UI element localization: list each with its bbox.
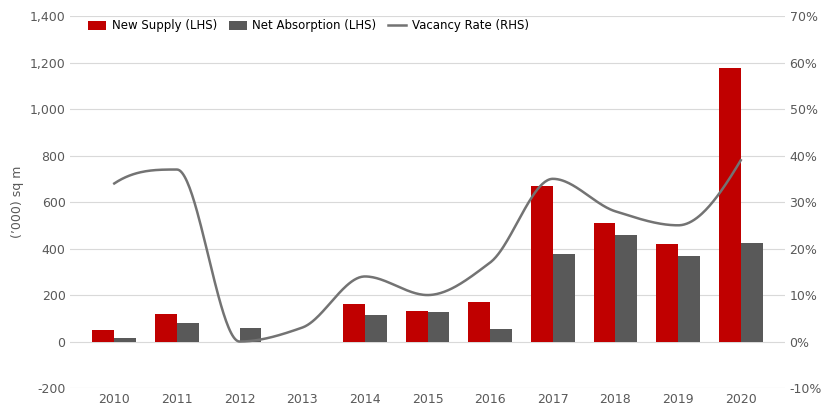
Y-axis label: (’000) sq m: (’000) sq m — [11, 166, 24, 238]
Bar — [155, 314, 177, 342]
Line: Vacancy Rate (RHS): Vacancy Rate (RHS) — [114, 160, 741, 342]
Bar — [553, 254, 575, 342]
Vacancy Rate (RHS) — [450, 284, 460, 289]
Vacancy Rate (RHS) — [235, 339, 245, 344]
Bar — [531, 186, 553, 342]
Legend: New Supply (LHS), Net Absorption (LHS), Vacancy Rate (RHS): New Supply (LHS), Net Absorption (LHS), … — [83, 15, 534, 37]
Bar — [616, 235, 637, 342]
Bar — [594, 223, 616, 342]
Vacancy Rate (RHS) — [412, 291, 421, 296]
Vacancy Rate (RHS) — [483, 261, 493, 266]
Vacancy Rate (RHS) — [722, 180, 732, 185]
Bar — [656, 244, 678, 342]
Bar — [177, 323, 199, 342]
Vacancy Rate (RHS) — [408, 290, 418, 295]
Bar — [406, 311, 427, 342]
Bar — [719, 68, 741, 342]
Bar — [490, 329, 512, 342]
Bar — [678, 256, 700, 342]
Bar — [92, 330, 114, 342]
Vacancy Rate (RHS) — [736, 158, 746, 163]
Bar — [365, 315, 387, 342]
Vacancy Rate (RHS) — [624, 213, 634, 218]
Vacancy Rate (RHS) — [109, 181, 119, 186]
Bar — [468, 302, 490, 342]
Bar — [114, 338, 136, 342]
Bar — [741, 243, 763, 342]
Bar — [240, 328, 262, 342]
Bar — [343, 304, 365, 342]
Bar — [427, 312, 450, 342]
